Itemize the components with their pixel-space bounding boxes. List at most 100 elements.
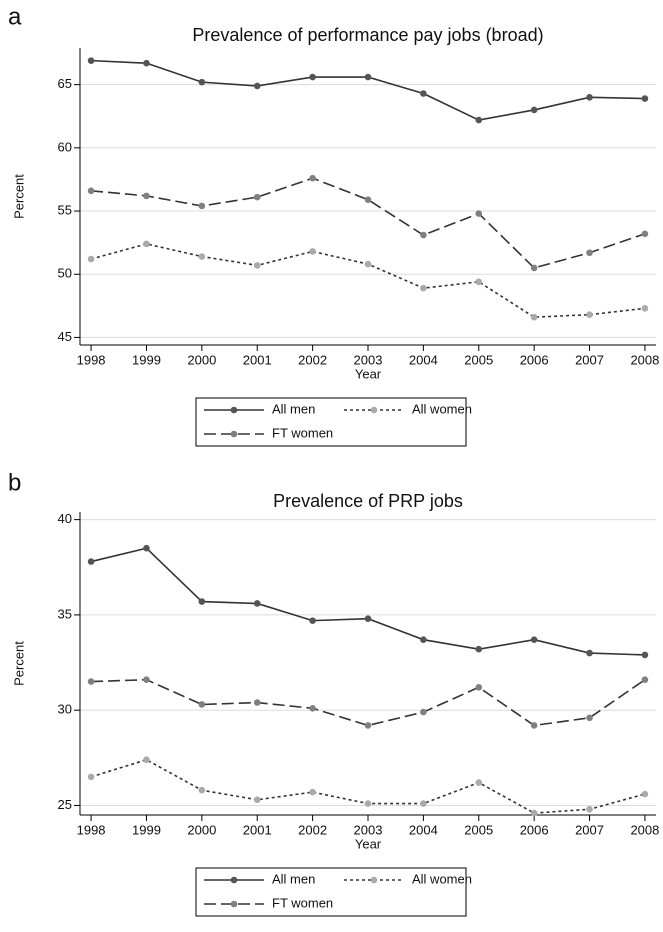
x-tick-label: 2003	[354, 352, 383, 367]
x-tick-label: 1999	[132, 822, 161, 837]
point	[87, 57, 95, 64]
point	[475, 116, 483, 124]
legend-label: FT women	[272, 895, 333, 910]
series-line	[91, 59, 645, 121]
point	[87, 678, 95, 685]
point	[641, 95, 649, 102]
legend-label: FT women	[272, 425, 333, 440]
legend-label: All women	[412, 871, 472, 886]
x-tick-label: 2007	[575, 352, 604, 367]
point	[475, 210, 483, 217]
point	[309, 617, 316, 624]
point	[586, 249, 593, 257]
legend-label: All men	[272, 401, 315, 416]
x-tick-label: 2000	[187, 822, 216, 837]
y-tick-label: 50	[58, 266, 72, 281]
x-tick-label: 2001	[243, 822, 272, 837]
series-line	[90, 547, 645, 656]
point	[530, 636, 538, 643]
x-axis-label: Year	[355, 366, 382, 381]
point	[586, 805, 593, 813]
point	[87, 187, 95, 195]
point	[364, 73, 372, 81]
point	[641, 305, 649, 312]
point	[364, 722, 372, 729]
point	[198, 78, 206, 86]
legend-marker	[230, 406, 238, 414]
point	[475, 779, 483, 786]
y-tick-label: 30	[58, 702, 72, 717]
x-tick-label: 2000	[187, 352, 216, 367]
point	[143, 240, 150, 248]
point	[198, 786, 206, 794]
point	[420, 800, 427, 807]
x-tick-label: 2006	[520, 822, 549, 837]
y-tick-label: 40	[58, 511, 72, 526]
x-tick-label: 2002	[298, 822, 327, 837]
y-tick-label: 65	[58, 76, 72, 91]
point	[420, 231, 427, 239]
y-tick-label: 35	[58, 606, 72, 621]
point	[475, 684, 483, 691]
legend-marker	[230, 430, 238, 438]
x-tick-label: 1998	[77, 352, 106, 367]
y-tick-label: 60	[58, 139, 72, 154]
point	[309, 248, 316, 255]
x-tick-label: 2001	[243, 352, 272, 367]
point	[87, 773, 95, 781]
point	[309, 174, 316, 182]
legend-marker	[370, 876, 378, 884]
point	[586, 311, 593, 318]
point	[530, 722, 538, 729]
legend-marker	[370, 406, 378, 414]
x-tick-label: 2004	[409, 822, 438, 837]
x-tick-label: 2005	[464, 352, 493, 367]
point	[143, 756, 150, 764]
x-tick-label: 1999	[132, 352, 161, 367]
point	[253, 82, 261, 90]
point	[364, 615, 372, 623]
legend-label: All women	[412, 401, 472, 416]
point	[530, 264, 538, 272]
point	[198, 598, 206, 605]
point	[420, 90, 427, 97]
point	[253, 193, 261, 201]
point	[641, 676, 649, 683]
point	[641, 651, 649, 659]
panel-label: b	[8, 469, 21, 496]
point	[253, 796, 261, 804]
point	[309, 788, 316, 796]
point	[586, 93, 593, 101]
legend-marker	[230, 876, 238, 884]
legend-marker	[230, 900, 238, 908]
point	[87, 558, 95, 565]
point	[420, 636, 427, 643]
point	[364, 196, 372, 203]
point	[87, 255, 95, 263]
point	[530, 313, 538, 321]
series-line	[91, 177, 646, 269]
series-line	[91, 678, 646, 727]
x-tick-label: 2006	[520, 352, 549, 367]
y-tick-label: 45	[58, 329, 72, 344]
point	[253, 600, 261, 607]
point	[420, 708, 427, 716]
legend-box	[195, 867, 467, 917]
x-tick-label: 2002	[298, 352, 327, 367]
x-tick-label: 1998	[77, 822, 106, 837]
point	[641, 790, 649, 798]
point	[143, 192, 150, 200]
x-tick-label: 2007	[575, 822, 604, 837]
point	[641, 230, 649, 238]
point	[586, 649, 593, 657]
point	[364, 260, 372, 268]
point	[309, 73, 316, 81]
point	[198, 253, 206, 260]
x-axis-label: Year	[355, 836, 382, 851]
y-tick-label: 55	[58, 202, 72, 217]
y-axis-label: Percent	[11, 174, 26, 219]
point	[364, 800, 372, 807]
point	[420, 284, 427, 292]
x-tick-label: 2008	[630, 822, 659, 837]
